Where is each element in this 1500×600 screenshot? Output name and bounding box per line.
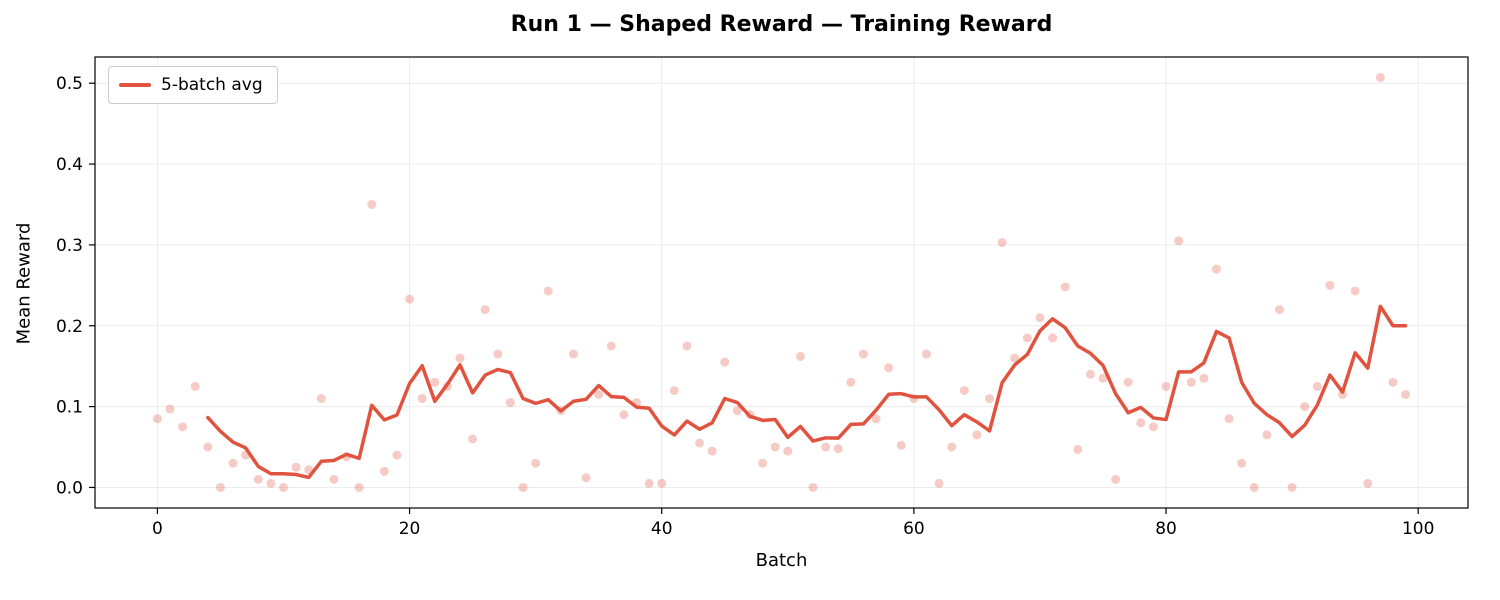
svg-text:0.2: 0.2 <box>56 317 83 337</box>
legend-label: 5-batch avg <box>161 75 263 95</box>
legend: 5-batch avg <box>108 66 278 104</box>
svg-text:0.5: 0.5 <box>56 74 83 94</box>
svg-text:0: 0 <box>152 519 163 539</box>
y-axis-label: Mean Reward <box>13 222 35 345</box>
svg-text:60: 60 <box>903 519 925 539</box>
svg-text:0.4: 0.4 <box>56 155 83 175</box>
svg-text:100: 100 <box>1402 519 1434 539</box>
x-axis-label: Batch <box>755 550 808 571</box>
svg-text:0.0: 0.0 <box>56 478 83 498</box>
legend-line-swatch <box>119 83 151 87</box>
svg-text:0.1: 0.1 <box>56 398 83 418</box>
chart-title: Run 1 — Shaped Reward — Training Reward <box>510 12 1053 37</box>
svg-text:0.3: 0.3 <box>56 236 83 256</box>
svg-text:80: 80 <box>1155 519 1177 539</box>
svg-text:20: 20 <box>399 519 421 539</box>
svg-text:40: 40 <box>651 519 673 539</box>
